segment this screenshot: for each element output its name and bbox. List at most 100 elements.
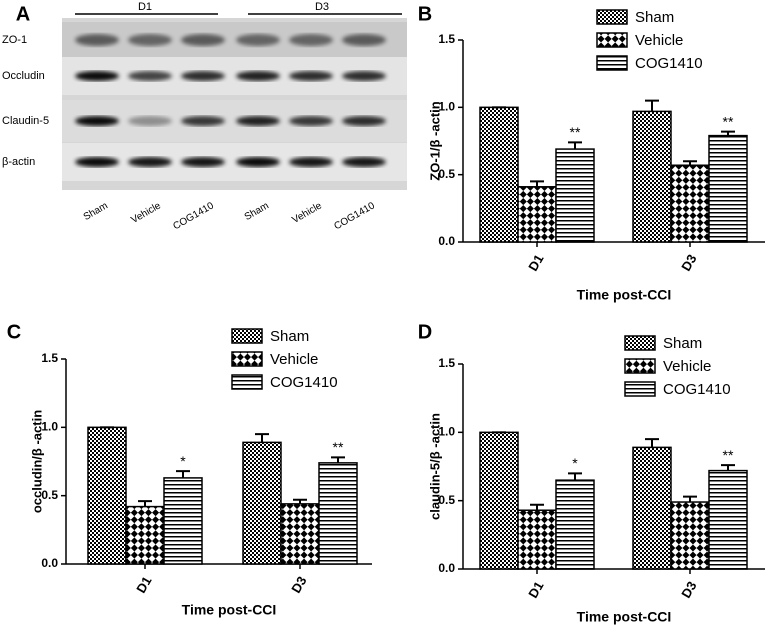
bar [670, 501, 710, 570]
bar [670, 164, 710, 243]
legend-swatch [624, 358, 656, 374]
legend-swatch [596, 32, 628, 48]
bar [517, 509, 557, 570]
legend-label: COG1410 [635, 55, 703, 72]
band [289, 157, 333, 167]
legend-label: Vehicle [635, 32, 683, 49]
bar [280, 503, 320, 565]
bar [632, 110, 672, 243]
significance: ** [723, 113, 734, 129]
band [128, 71, 172, 81]
bar [555, 479, 595, 570]
legend-label: COG1410 [270, 374, 338, 391]
error-bar [530, 180, 544, 187]
significance: * [180, 453, 186, 469]
band [128, 116, 172, 126]
bar [318, 462, 358, 565]
band [128, 157, 172, 167]
y-tick-label: 1.5 [41, 351, 58, 365]
bar [242, 441, 282, 565]
y-tick-label: 1.0 [438, 425, 455, 439]
error-bar [568, 141, 582, 150]
y-tick-label: 1.0 [41, 420, 58, 434]
error-bar [530, 503, 544, 511]
panel-letter: C [7, 321, 21, 343]
x-tick-label: D1 [525, 579, 546, 601]
band [289, 116, 333, 126]
band [289, 71, 333, 81]
y-tick-label: 0.0 [438, 561, 455, 575]
y-axis-label: claudin-5/β -actin [427, 413, 442, 520]
error-bar [683, 160, 697, 166]
significance: ** [723, 447, 734, 463]
y-tick-label: 1.5 [438, 32, 455, 46]
panel-letter: A [16, 3, 30, 25]
error-bar [138, 500, 152, 507]
error-bar [683, 495, 697, 503]
y-tick-label: 1.5 [438, 356, 455, 370]
band [236, 116, 280, 126]
lane-label: Sham [243, 200, 271, 223]
x-axis-label: Time post-CCI [577, 609, 672, 625]
x-tick-label: D1 [133, 574, 154, 596]
bar [517, 186, 557, 243]
legend-label: COG1410 [663, 381, 731, 398]
row-label: Occludin [2, 70, 45, 82]
bar [479, 431, 519, 570]
group-label: D1 [138, 1, 152, 13]
band [75, 71, 119, 81]
legend-label: Sham [663, 335, 702, 352]
lane-label: COG1410 [171, 200, 216, 232]
y-tick-label: 0.5 [438, 167, 455, 181]
legend-swatch [596, 9, 628, 25]
band [236, 71, 280, 81]
band [75, 157, 119, 167]
y-axis-label: ZO-1/β -actin [427, 101, 442, 181]
error-bar [255, 433, 269, 443]
x-axis-label: Time post-CCI [577, 287, 672, 303]
band [236, 34, 280, 46]
band [236, 157, 280, 167]
band [75, 34, 119, 46]
legend-swatch [596, 55, 628, 71]
band [289, 34, 333, 46]
band [128, 34, 172, 46]
lane-label: COG1410 [332, 200, 377, 232]
band [342, 116, 386, 126]
legend-swatch [624, 381, 656, 397]
bar [708, 469, 748, 570]
x-tick-label: D1 [525, 252, 546, 274]
band [181, 157, 225, 167]
band [342, 34, 386, 46]
legend-swatch [624, 335, 656, 351]
error-bar [645, 99, 659, 112]
legend-swatch [231, 351, 263, 367]
band [181, 71, 225, 81]
legend-swatch [231, 374, 263, 390]
y-tick-label: 0.5 [438, 493, 455, 507]
significance: * [572, 455, 578, 471]
error-bar [721, 464, 735, 471]
lane-label: Sham [82, 200, 110, 223]
y-tick-label: 0.0 [438, 234, 455, 248]
error-bar [645, 438, 659, 448]
row-label: Claudin-5 [2, 115, 49, 127]
x-tick-label: D3 [288, 574, 309, 596]
band [342, 157, 386, 167]
band [181, 34, 225, 46]
legend-label: Sham [635, 9, 674, 26]
row-label: ZO-1 [2, 34, 27, 46]
x-tick-label: D3 [678, 252, 699, 274]
error-bar [568, 472, 582, 481]
error-bar [331, 456, 345, 463]
band [181, 116, 225, 126]
legend-label: Vehicle [270, 351, 318, 368]
x-axis-label: Time post-CCI [182, 602, 277, 618]
x-tick-label: D3 [678, 579, 699, 601]
bar [87, 426, 127, 565]
group-label: D3 [315, 1, 329, 13]
bar [479, 106, 519, 243]
y-axis-label: occludin/β -actin [29, 410, 44, 513]
y-tick-label: 0.5 [41, 488, 58, 502]
